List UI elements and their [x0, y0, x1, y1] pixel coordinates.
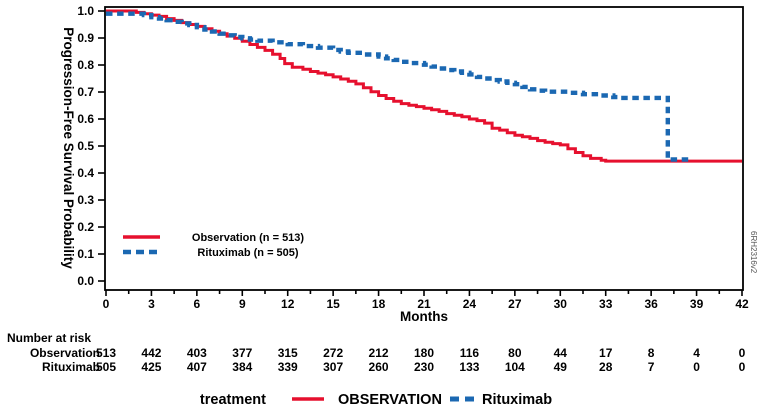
risk-count-observation: 272 [323, 346, 343, 360]
x-tick-label: 27 [508, 297, 522, 311]
risk-count-observation: 0 [739, 346, 746, 360]
risk-table-title: Number at risk [7, 331, 91, 345]
risk-count-rituximab: 0 [739, 360, 746, 374]
risk-count-rituximab: 339 [278, 360, 298, 374]
x-tick-label: 30 [554, 297, 568, 311]
risk-count-rituximab: 133 [459, 360, 479, 374]
x-tick-label: 15 [326, 297, 340, 311]
x-axis-title: Months [400, 309, 448, 324]
risk-count-rituximab: 49 [554, 360, 568, 374]
risk-count-rituximab: 104 [505, 360, 525, 374]
y-tick-label: 0.9 [77, 31, 94, 45]
x-tick-label: 21 [417, 297, 431, 311]
figure-id-label: 6RH2316v2 [749, 231, 758, 274]
curve-observation [106, 9, 742, 163]
risk-count-rituximab: 505 [96, 360, 116, 374]
risk-count-observation: 403 [187, 346, 207, 360]
risk-count-observation: 17 [599, 346, 613, 360]
risk-count-observation: 377 [232, 346, 252, 360]
risk-count-observation: 442 [141, 346, 161, 360]
risk-count-observation: 4 [693, 346, 700, 360]
y-tick-label: 0.6 [77, 112, 94, 126]
y-tick-label: 0.2 [77, 220, 94, 234]
bottom-legend-treatment-label: treatment [200, 392, 266, 408]
risk-row-label-observation: Observation [30, 346, 100, 360]
risk-count-observation: 44 [554, 346, 568, 360]
bottom-legend-rituximab-label: Rituximab [482, 392, 552, 408]
y-tick-label: 0.8 [77, 58, 94, 72]
x-tick-label: 18 [372, 297, 386, 311]
y-tick-label: 1.0 [77, 4, 94, 18]
x-tick-label: 24 [463, 297, 477, 311]
curve-rituximab [106, 11, 692, 162]
y-tick-label: 0.4 [77, 166, 94, 180]
x-tick-label: 39 [690, 297, 704, 311]
y-tick-label: 0.3 [77, 193, 94, 207]
risk-count-rituximab: 0 [693, 360, 700, 374]
x-tick-label: 33 [599, 297, 613, 311]
risk-count-rituximab: 307 [323, 360, 343, 374]
risk-count-observation: 80 [508, 346, 522, 360]
curves-layer [106, 9, 742, 163]
risk-count-rituximab: 28 [599, 360, 613, 374]
y-axis-title: Progression-Free Survival Probability [61, 27, 76, 269]
risk-count-observation: 8 [648, 346, 655, 360]
risk-count-observation: 116 [460, 346, 480, 360]
risk-count-rituximab: 425 [141, 360, 161, 374]
x-tick-label: 12 [281, 297, 295, 311]
risk-count-rituximab: 230 [414, 360, 434, 374]
axes-layer: 0 3 6 9 12 15 18 21 24 27 30 33 36 39 420.00.10.20.30.… [77, 4, 749, 311]
x-tick-label: 42 [735, 297, 749, 311]
risk-row-label-rituximab: Rituximab [42, 360, 100, 374]
risk-count-observation: 513 [96, 346, 116, 360]
y-tick-label: 0.7 [77, 85, 94, 99]
risk-count-observation: 315 [278, 346, 298, 360]
legend-rituximab-label: Rituximab (n = 505) [197, 247, 299, 259]
x-tick-label: 3 [148, 297, 155, 311]
risk-count-rituximab: 7 [648, 360, 655, 374]
risk-count-observation: 212 [369, 346, 389, 360]
x-tick-label: 9 [239, 297, 246, 311]
risk-count-observation: 180 [414, 346, 434, 360]
x-tick-label: 0 [103, 297, 110, 311]
risk-count-rituximab: 407 [187, 360, 207, 374]
y-tick-label: 0.0 [77, 274, 94, 288]
x-tick-label: 36 [644, 297, 658, 311]
risk-count-rituximab: 384 [232, 360, 252, 374]
bottom-legend-observation-label: OBSERVATION [338, 392, 442, 408]
y-tick-label: 0.1 [77, 247, 94, 261]
y-tick-label: 0.5 [77, 139, 94, 153]
legend-observation-label: Observation (n = 513) [192, 232, 305, 244]
risk-count-rituximab: 260 [369, 360, 389, 374]
x-tick-label: 6 [194, 297, 201, 311]
